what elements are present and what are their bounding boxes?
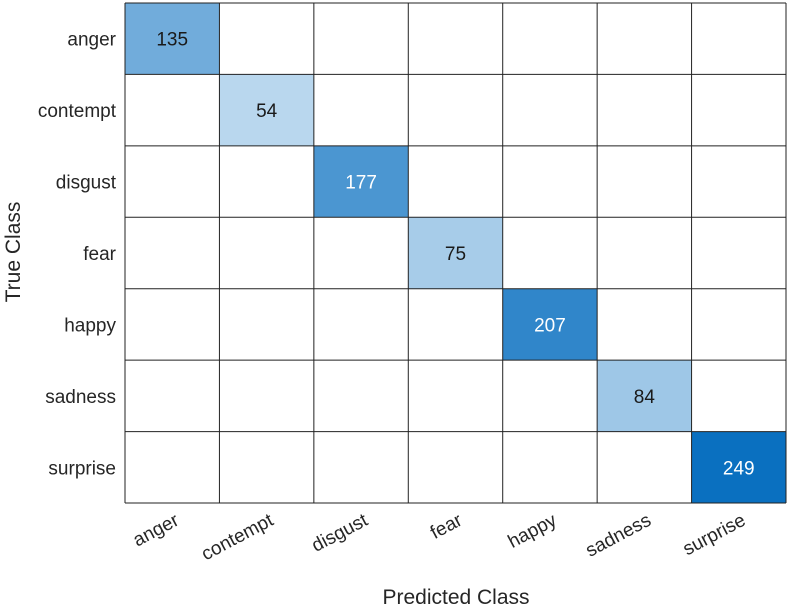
matrix-cell-fear-happy (502, 217, 598, 289)
x-axis-label: Predicted Class (382, 586, 529, 606)
matrix-cell-surprise-contempt (219, 431, 314, 503)
matrix-cell-anger-disgust (313, 3, 409, 75)
matrix-cell-disgust-anger (125, 145, 220, 218)
x-tick-label-disgust: disgust (308, 510, 372, 557)
matrix-cell-happy-contempt (219, 288, 314, 361)
matrix-cell-contempt-anger (125, 74, 220, 146)
matrix-cell-disgust-fear (408, 145, 503, 218)
matrix-cell-anger-surprise (691, 3, 786, 75)
x-tick-label-sadness: sadness (582, 510, 654, 562)
matrix-cell-surprise-disgust (313, 431, 409, 503)
x-tick-label-happy: happy (505, 510, 561, 553)
x-tick-label-contempt: contempt (198, 510, 278, 566)
x-tick-labels: anger contempt disgust fear happy sadness surp… (130, 510, 749, 566)
matrix-cell-sadness-sadness (597, 360, 692, 432)
matrix-cell-anger-fear (408, 3, 503, 75)
cell-value-contempt-contempt: 54 (256, 101, 278, 122)
matrix-cell-anger-anger (125, 3, 220, 75)
matrix-cell-anger-sadness (597, 3, 692, 75)
matrix-cell-surprise-happy (502, 431, 598, 503)
matrix-cell-surprise-fear (408, 431, 503, 503)
matrix-cell-disgust-contempt (219, 145, 314, 218)
matrix-cell-happy-disgust (313, 288, 409, 361)
matrix-cell-contempt-contempt (219, 74, 314, 146)
matrix-cell-disgust-disgust (313, 145, 409, 218)
matrix-cell-happy-sadness (597, 288, 692, 361)
y-tick-label-disgust: disgust (56, 173, 117, 194)
y-tick-label-surprise: surprise (48, 458, 116, 479)
y-tick-label-fear: fear (83, 244, 116, 265)
matrix-cells: 135 54 177 75 207 84 249 (125, 3, 786, 503)
matrix-cell-happy-happy (502, 288, 598, 361)
matrix-cell-anger-contempt (219, 3, 314, 75)
cell-value-anger-anger: 135 (156, 30, 188, 51)
matrix-cell-sadness-disgust (313, 360, 409, 432)
matrix-cell-fear-anger (125, 217, 220, 289)
y-tick-label-sadness: sadness (45, 387, 116, 408)
matrix-cell-sadness-surprise (691, 360, 786, 432)
matrix-cell-contempt-disgust (313, 74, 409, 146)
matrix-cell-fear-disgust (313, 217, 409, 289)
matrix-cell-surprise-anger (125, 431, 220, 503)
cell-value-disgust-disgust: 177 (345, 173, 377, 194)
matrix-cell-surprise-sadness (597, 431, 692, 503)
y-tick-label-contempt: contempt (38, 101, 117, 122)
x-tick-label-anger: anger (130, 510, 183, 552)
matrix-cell-sadness-fear (408, 360, 503, 432)
matrix-cell-disgust-surprise (691, 145, 786, 218)
matrix-cell-happy-surprise (691, 288, 786, 361)
matrix-cell-contempt-fear (408, 74, 503, 146)
y-tick-label-anger: anger (67, 30, 116, 51)
y-axis-label: True Class (2, 202, 25, 303)
matrix-cell-contempt-surprise (691, 74, 786, 146)
matrix-cell-sadness-anger (125, 360, 220, 432)
matrix-cell-fear-contempt (219, 217, 314, 289)
matrix-cell-surprise-surprise (691, 431, 786, 503)
matrix-cell-sadness-contempt (219, 360, 314, 432)
matrix-cell-happy-fear (408, 288, 503, 361)
matrix-cell-fear-surprise (691, 217, 786, 289)
matrix-cell-fear-sadness (597, 217, 692, 289)
x-tick-label-surprise: surprise (680, 510, 750, 560)
matrix-cell-disgust-sadness (597, 145, 692, 218)
matrix-cell-happy-anger (125, 288, 220, 361)
matrix-cell-anger-happy (502, 3, 598, 75)
matrix-cell-contempt-happy (502, 74, 598, 146)
x-tick-label-fear: fear (427, 510, 466, 544)
cell-value-happy-happy: 207 (534, 315, 566, 336)
cell-value-fear-fear: 75 (445, 244, 466, 265)
y-tick-labels: anger contempt disgust fear happy sadness surp… (38, 30, 117, 480)
matrix-cell-disgust-happy (502, 145, 598, 218)
matrix-cell-fear-fear (408, 217, 503, 289)
matrix-cell-sadness-happy (502, 360, 598, 432)
matrix-cell-contempt-sadness (597, 74, 692, 146)
cell-value-sadness-sadness: 84 (634, 387, 656, 408)
cell-value-surprise-surprise: 249 (723, 458, 755, 479)
matrix-gridlines (124, 2, 787, 504)
y-tick-label-happy: happy (64, 315, 116, 336)
